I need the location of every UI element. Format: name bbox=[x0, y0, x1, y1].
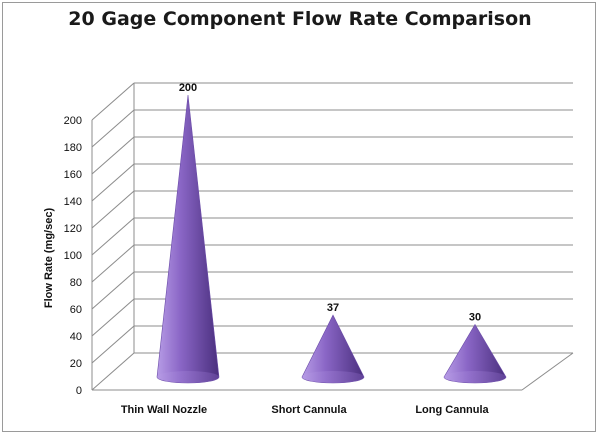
data-labels: 200 37 30 bbox=[179, 82, 481, 324]
cone-body bbox=[156, 94, 220, 384]
y-axis-ticks: 0 20 40 60 80 100 120 140 160 180 200 bbox=[64, 115, 82, 397]
gridline-diagonal bbox=[91, 217, 135, 256]
gridline-diagonal bbox=[91, 136, 135, 175]
floor-right-edge bbox=[521, 352, 574, 391]
gridline-diagonal bbox=[91, 271, 135, 310]
y-tick-label: 0 bbox=[76, 385, 82, 397]
y-tick-label: 200 bbox=[64, 115, 82, 127]
gridline-diagonal bbox=[91, 109, 135, 148]
cone-base bbox=[444, 371, 506, 383]
gridline-diagonal bbox=[91, 82, 135, 121]
cone-mark bbox=[156, 94, 220, 384]
data-label: 30 bbox=[469, 312, 481, 324]
data-label: 37 bbox=[327, 302, 339, 314]
y-tick-label: 60 bbox=[70, 304, 82, 316]
gridline-diagonal bbox=[91, 325, 135, 364]
chart-title: 20 Gage Component Flow Rate Comparison bbox=[68, 8, 532, 30]
y-tick-label: 140 bbox=[64, 196, 82, 208]
y-tick-label: 40 bbox=[70, 331, 82, 343]
cones bbox=[156, 94, 507, 384]
gridline-diagonal bbox=[91, 190, 135, 229]
gridline-diagonal bbox=[91, 163, 135, 202]
y-tick-label: 100 bbox=[64, 250, 82, 262]
gridline-diagonal bbox=[91, 244, 135, 283]
cone-mark bbox=[443, 323, 507, 384]
y-axis-title: Flow Rate (mg/sec) bbox=[43, 208, 55, 309]
x-category-label: Long Cannula bbox=[415, 404, 489, 416]
cone-mark bbox=[301, 314, 365, 384]
x-category-label: Thin Wall Nozzle bbox=[121, 404, 207, 416]
y-tick-label: 160 bbox=[64, 169, 82, 181]
cone-base bbox=[157, 371, 219, 383]
y-tick-label: 120 bbox=[64, 223, 82, 235]
y-tick-label: 20 bbox=[70, 358, 82, 370]
y-tick-label: 180 bbox=[64, 142, 82, 154]
cone-base bbox=[302, 371, 364, 383]
x-axis-categories: Thin Wall Nozzle Short Cannula Long Cannul… bbox=[121, 404, 490, 416]
data-label: 200 bbox=[179, 82, 197, 94]
gridline-diagonal bbox=[91, 298, 135, 337]
gridline-diagonal bbox=[91, 352, 135, 391]
chart-frame bbox=[2, 2, 596, 432]
y-tick-label: 80 bbox=[70, 277, 82, 289]
x-category-label: Short Cannula bbox=[271, 404, 347, 416]
